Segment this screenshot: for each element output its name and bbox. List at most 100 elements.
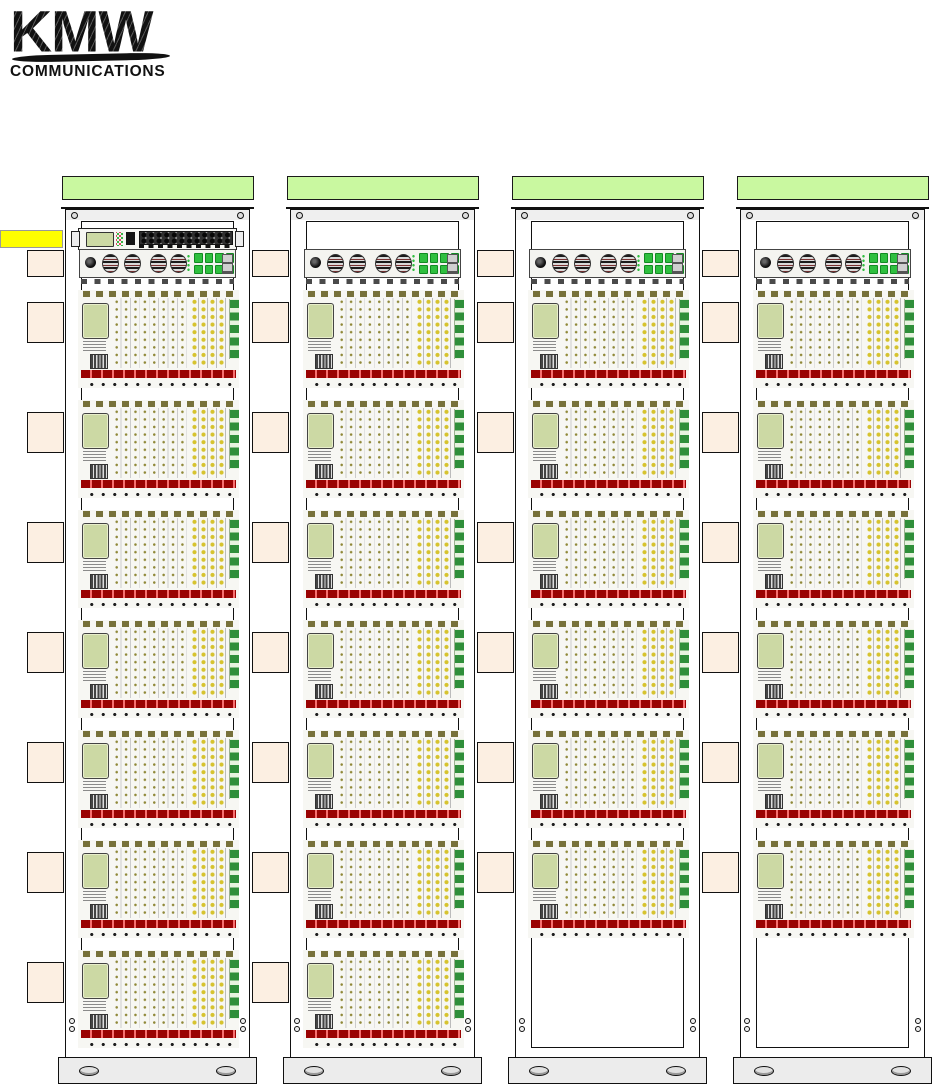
connector-grid <box>415 518 451 588</box>
green-module-cell <box>869 253 878 263</box>
green-indicator-strip <box>904 299 914 359</box>
led-column-icon <box>186 254 191 273</box>
screw-row <box>534 598 683 607</box>
card-label-row <box>758 731 909 737</box>
patch-panel-lcd <box>86 232 114 247</box>
green-indicator-strip <box>229 299 239 359</box>
shelf-card-area <box>78 737 239 809</box>
connector-grid <box>865 628 901 698</box>
rack-2 <box>283 207 482 1084</box>
shelf-text-block <box>758 451 781 461</box>
green-indicator-strip <box>904 739 914 799</box>
shelf-text-block <box>758 561 781 571</box>
barcode-label <box>765 904 783 919</box>
line-card-columns <box>337 628 413 698</box>
rail-screw-icon <box>915 1018 921 1024</box>
rack-header-label <box>62 176 254 200</box>
shelf-card-area <box>528 297 689 369</box>
shelf-text-block <box>83 561 106 571</box>
shelf-lcd-display <box>82 963 109 999</box>
screw-row <box>84 818 233 827</box>
transformer-icon <box>124 254 141 273</box>
alarm-label-bar <box>756 590 911 598</box>
green-module-cell <box>654 253 663 263</box>
screw-row <box>309 598 458 607</box>
shelf-card-area <box>528 847 689 919</box>
card-label-row <box>308 401 459 407</box>
connector-grid <box>640 518 676 588</box>
green-module-cell <box>644 253 653 263</box>
line-card-shelf <box>303 950 464 1048</box>
alarm-label-bar <box>531 700 686 708</box>
connector-field <box>139 231 233 245</box>
line-card-columns <box>337 518 413 588</box>
line-card-columns <box>337 408 413 478</box>
shelf-lcd-display <box>532 853 559 889</box>
unit-callout-box <box>252 302 289 343</box>
line-card-shelf <box>753 510 914 608</box>
card-label-row <box>758 511 909 517</box>
connector-grid <box>640 408 676 478</box>
line-card-shelf <box>78 730 239 828</box>
line-card-columns <box>787 298 863 368</box>
connector-grid <box>415 958 451 1028</box>
rack-top-edge <box>286 207 479 209</box>
screw-row <box>309 488 458 497</box>
green-indicator-strip <box>454 959 464 1019</box>
line-card-columns <box>337 848 413 918</box>
green-module-cell <box>879 253 888 263</box>
screw-row <box>759 598 908 607</box>
unit-callout-box <box>477 632 514 673</box>
green-indicator-strip <box>679 849 689 909</box>
alarm-label-bar <box>306 1030 461 1038</box>
shelf-text-block <box>533 781 556 791</box>
card-label-row <box>308 621 459 627</box>
shelf-lcd-display <box>82 523 109 559</box>
screw-row <box>759 928 908 937</box>
alarm-label-bar <box>756 370 911 378</box>
rail-screw-icon <box>690 1026 696 1032</box>
transformer-icon <box>574 254 591 273</box>
transformer-icon <box>150 254 167 273</box>
shelf-card-area <box>528 407 689 479</box>
unit-callout-box <box>702 302 739 343</box>
shelf-lcd-display <box>82 413 109 449</box>
shelf-text-block <box>758 341 781 351</box>
io-connector <box>897 254 908 274</box>
rail-screw-icon <box>690 1018 696 1024</box>
alarm-label-bar <box>756 920 911 928</box>
rack-top-edge <box>511 207 704 209</box>
control-unit <box>304 249 461 289</box>
rack-top-edge <box>61 207 254 209</box>
cap-screw-icon <box>746 212 753 219</box>
screw-row <box>84 1038 233 1047</box>
rack-foot <box>891 1066 911 1076</box>
shelf-card-area <box>753 517 914 589</box>
led-column-icon <box>411 254 416 273</box>
shelf-card-area <box>78 297 239 369</box>
alarm-label-bar <box>81 810 236 818</box>
barcode-label <box>765 354 783 369</box>
led-column-icon <box>861 254 866 273</box>
connector-grid <box>865 738 901 808</box>
rail-screw-icon <box>465 1018 471 1024</box>
green-module-cell <box>644 264 653 274</box>
shelf-lcd-display <box>82 303 109 339</box>
transformer-icon <box>375 254 392 273</box>
kmw-logo: KMW COMMUNICATIONS <box>10 1 180 81</box>
screw-row <box>534 818 683 827</box>
shelf-lcd-display <box>757 633 784 669</box>
barcode-label <box>540 574 558 589</box>
unit-callout-box <box>27 412 64 453</box>
connector-grid <box>640 298 676 368</box>
transformer-icon <box>799 254 816 273</box>
shelf-text-block <box>533 891 556 901</box>
screw-row <box>84 378 233 387</box>
barcode-label <box>765 794 783 809</box>
shelf-lcd-display <box>532 633 559 669</box>
line-card-shelf <box>78 400 239 498</box>
shelf-card-area <box>303 737 464 809</box>
unit-callout-box <box>477 522 514 563</box>
shelf-lcd-display <box>307 633 334 669</box>
barcode-label <box>765 574 783 589</box>
